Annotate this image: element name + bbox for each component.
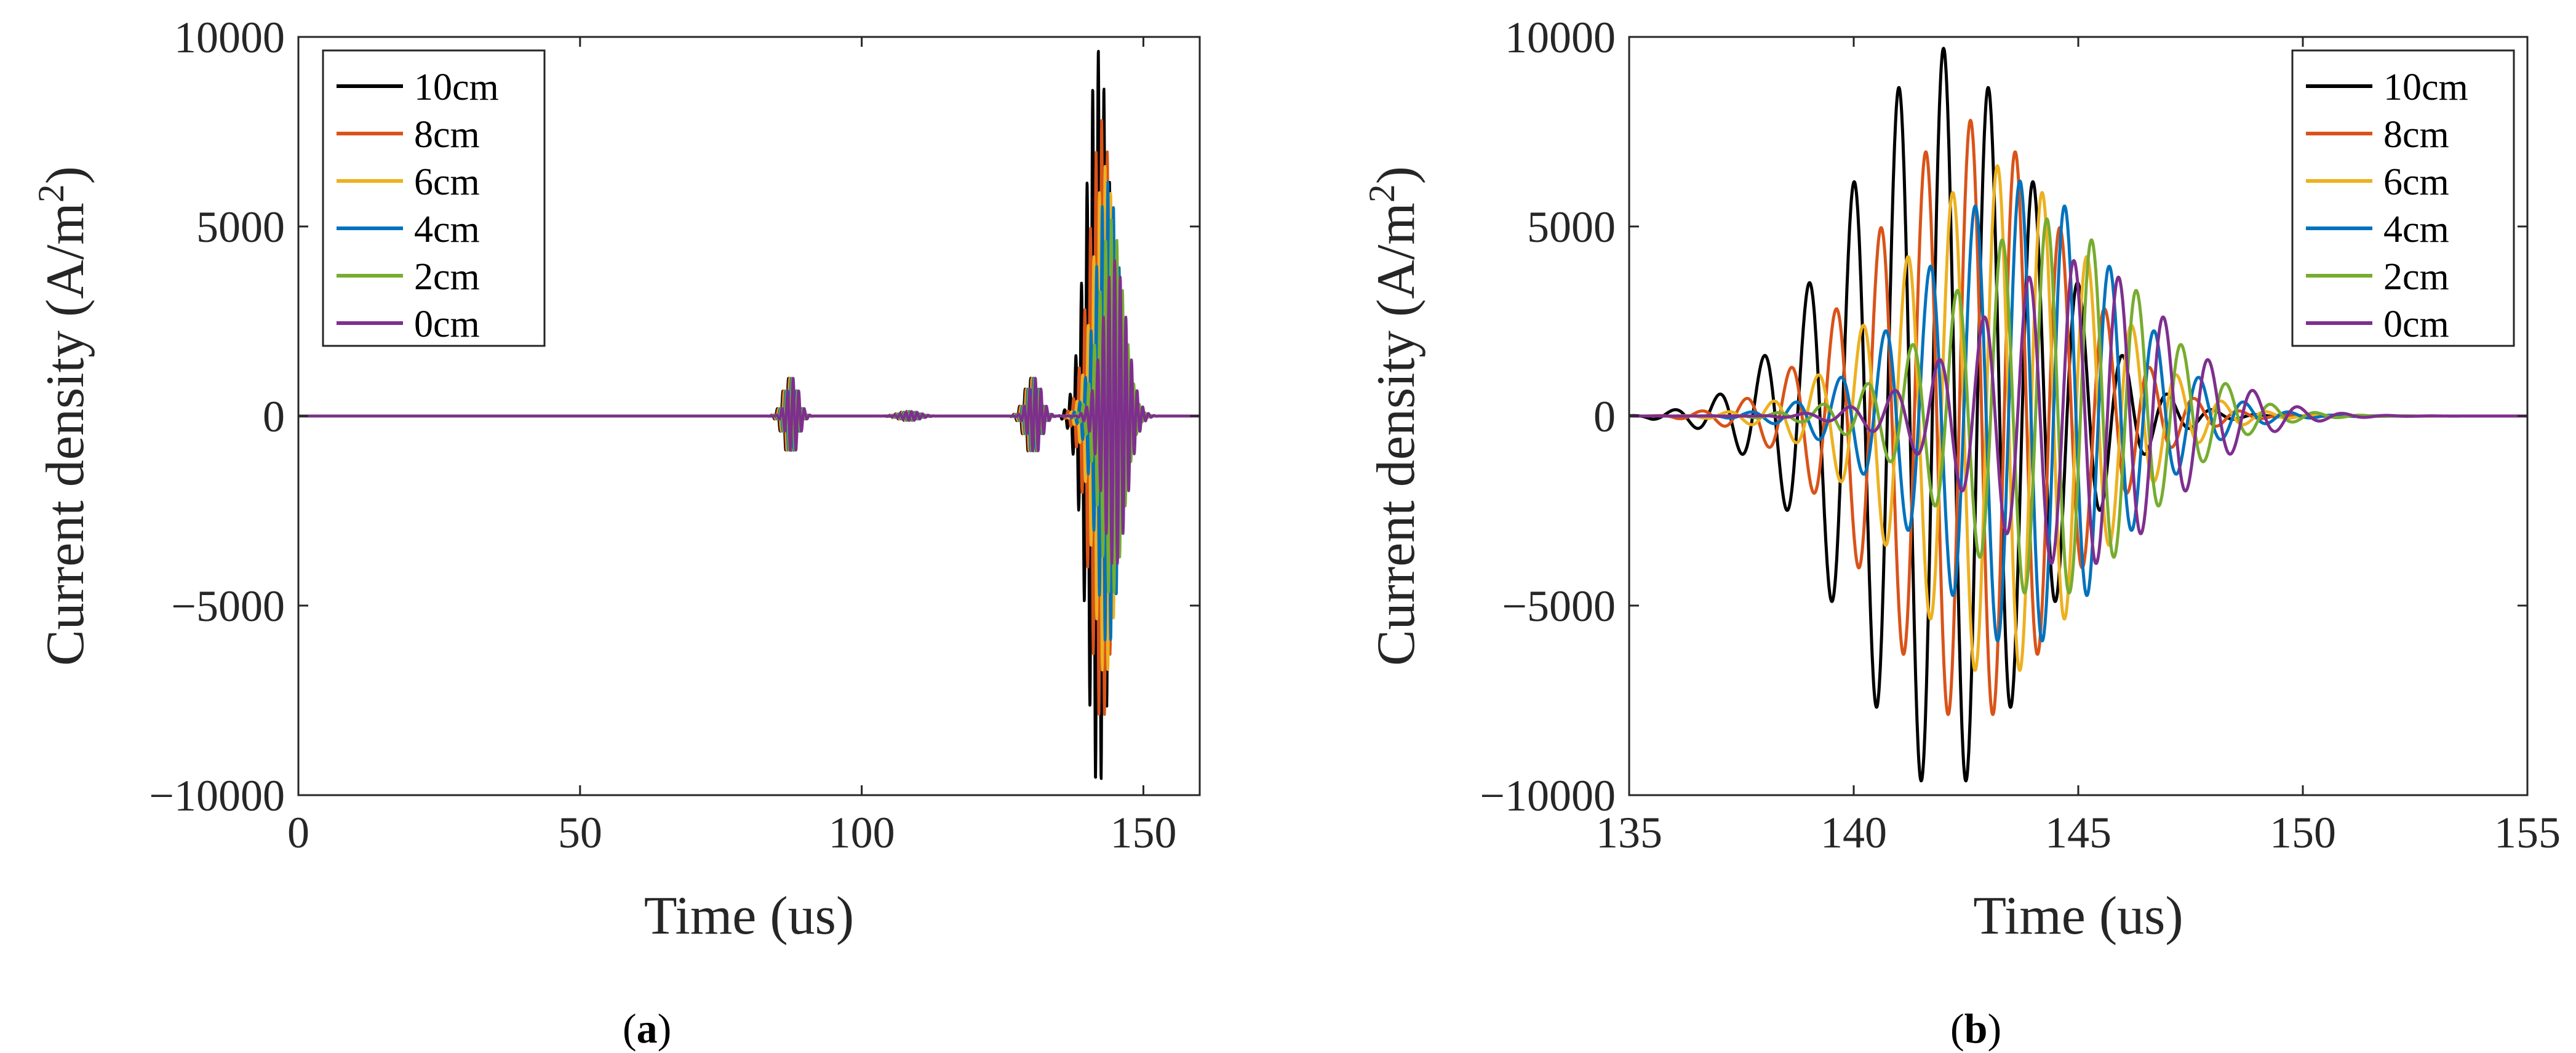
legend: 10cm 8cm 6cm 4cm 2cm 0cm	[2291, 49, 2515, 347]
y-tick-label: 5000	[1527, 202, 1616, 252]
series-line-0cm	[1629, 258, 2527, 565]
x-tick-label: 50	[558, 808, 602, 857]
legend-entry-4cm: 4cm	[2383, 209, 2449, 250]
y-axis-label: Current density (A/m2)	[1362, 166, 1426, 666]
series-line-0cm	[298, 259, 1200, 565]
x-axis-label: Time (us)	[644, 886, 854, 946]
legend-entry-8cm: 8cm	[414, 114, 480, 156]
x-tick-label: 150	[1110, 808, 1176, 857]
legend-entry-2cm: 2cm	[414, 256, 480, 298]
y-tick-label: 5000	[196, 202, 285, 252]
x-axis-label: Time (us)	[1973, 886, 2183, 946]
y-tick-label: −10000	[149, 771, 285, 820]
y-axis-label-tail: )	[36, 166, 95, 184]
y-tick-label: 0	[263, 392, 285, 441]
y-tick-label: −5000	[1502, 582, 1616, 631]
legend-entry-10cm: 10cm	[2383, 66, 2468, 108]
legend-box	[2291, 49, 2515, 347]
y-axis-label: Current density (A/m2)	[31, 166, 95, 666]
y-axis-label-superscript: 2	[1362, 184, 1402, 202]
y-tick-label: −10000	[1480, 771, 1616, 820]
legend-entry-4cm: 4cm	[414, 209, 480, 250]
series-lines	[1629, 47, 2527, 783]
legend: 10cm 8cm 6cm 4cm 2cm 0cm	[322, 49, 546, 347]
x-tick-label: 100	[829, 808, 895, 857]
y-axis-label-main: Current density (A/m	[1366, 202, 1426, 666]
panel-label-a: (a)	[623, 1005, 672, 1052]
legend-entry-0cm: 0cm	[2383, 303, 2449, 345]
y-axis-label-superscript: 2	[31, 184, 71, 202]
y-tick-label: 0	[1593, 392, 1616, 441]
x-tick-label: 145	[2045, 808, 2111, 857]
x-tick-label: 140	[1820, 808, 1887, 857]
y-axis-label-main: Current density (A/m	[36, 202, 95, 666]
legend-entry-10cm: 10cm	[414, 66, 499, 108]
chart-panel-b: 135 140 145 150 155 −10000 −5000 0 5000 10000 Time…	[1362, 13, 2561, 946]
y-tick-label: 10000	[174, 13, 285, 62]
series-lines	[298, 49, 1200, 780]
y-tick-label: 10000	[1505, 13, 1616, 62]
y-tick-label: −5000	[171, 582, 285, 631]
legend-entry-8cm: 8cm	[2383, 114, 2449, 156]
legend-entry-2cm: 2cm	[2383, 256, 2449, 298]
legend-entry-6cm: 6cm	[414, 161, 480, 203]
legend-entry-6cm: 6cm	[2383, 161, 2449, 203]
x-tick-label: 135	[1596, 808, 1662, 857]
x-tick-label: 0	[287, 808, 309, 857]
panel-label-b: (b)	[1950, 1005, 2002, 1052]
legend-entry-0cm: 0cm	[414, 303, 480, 345]
x-tick-label: 155	[2494, 808, 2561, 857]
chart-panel-a: 0 50 100 150 −10000 −5000 0 5000 10000 Time (us) C…	[31, 13, 1201, 946]
y-axis-label-tail: )	[1366, 166, 1426, 184]
legend-box	[322, 49, 546, 347]
x-tick-label: 150	[2270, 808, 2336, 857]
